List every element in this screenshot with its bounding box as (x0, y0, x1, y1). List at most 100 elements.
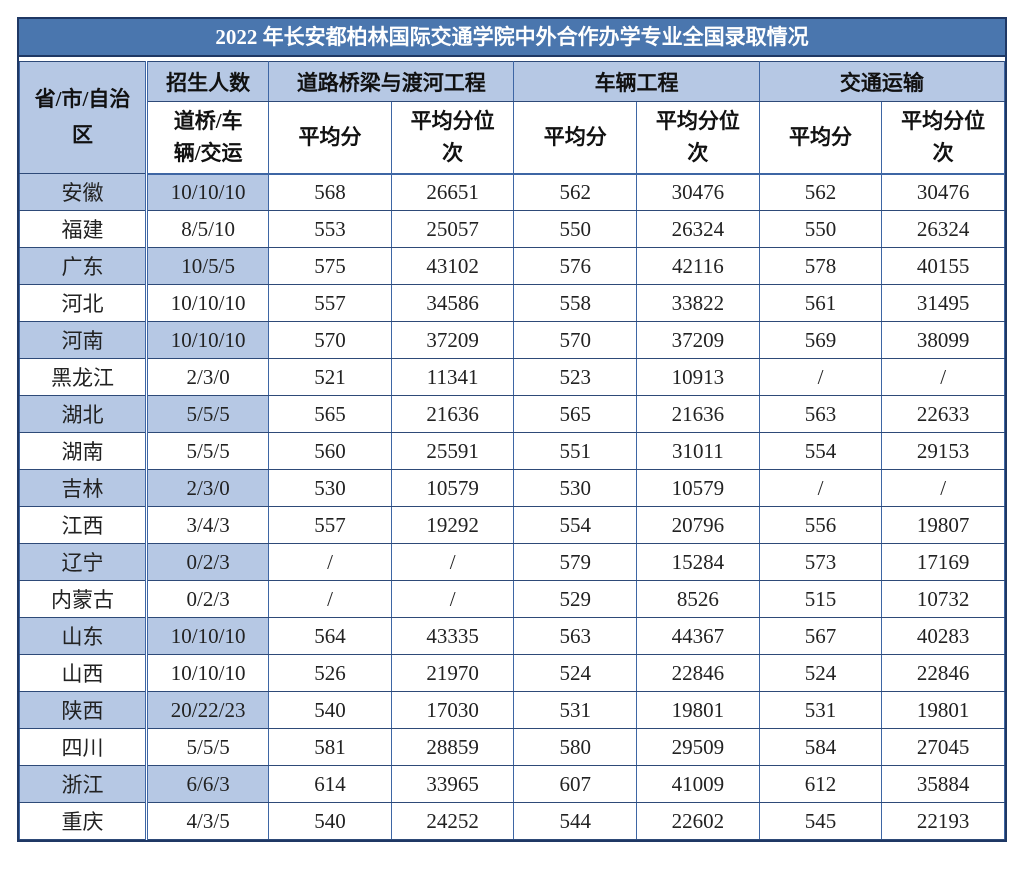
cell-value: 29509 (636, 728, 760, 766)
cell-value: 531 (513, 691, 638, 729)
cell-value: 554 (513, 506, 638, 544)
header-program-vehicle-engineering: 车辆工程 (513, 61, 760, 102)
cell-value: 17030 (390, 691, 515, 729)
cell-province: 江西 (18, 506, 148, 544)
header-avg-score-road-bridge: 平均分 (268, 101, 392, 175)
cell-value: 10579 (390, 469, 515, 507)
cell-value: 19292 (390, 506, 515, 544)
cell-value: 24252 (390, 802, 515, 840)
cell-value: 550 (513, 210, 638, 248)
cell-value: 581 (268, 728, 392, 766)
cell-enrollment: 2/3/0 (145, 469, 270, 507)
cell-value: 29153 (881, 432, 1005, 470)
cell-value: 612 (758, 765, 883, 803)
header-row-metrics: 道桥/车辆/交运 平均分 平均分位次 平均分 平均分位次 平均分 平均分位次 (20, 101, 1005, 175)
cell-value: 557 (268, 506, 392, 544)
table-row: 河南 10/10/10 570 37209 570 37209 569 38099 (18, 321, 1005, 359)
cell-value: 19807 (881, 506, 1005, 544)
cell-value: 540 (268, 802, 392, 840)
cell-value: 22633 (881, 395, 1005, 433)
cell-province: 山东 (18, 617, 148, 655)
table-row: 安徽 10/10/10 568 26651 562 30476 562 30476 (18, 173, 1005, 211)
table-row: 湖北 5/5/5 565 21636 565 21636 563 22633 (18, 395, 1005, 433)
cell-value: 21970 (390, 654, 515, 692)
cell-value: 551 (513, 432, 638, 470)
header-avg-score-transport: 平均分 (758, 101, 883, 175)
cell-value: 573 (758, 543, 883, 581)
header-enrollment-detail: 道桥/车辆/交运 (145, 101, 270, 175)
cell-value: 22846 (881, 654, 1005, 692)
cell-value: 25057 (390, 210, 515, 248)
cell-enrollment: 0/2/3 (145, 543, 270, 581)
cell-value: 614 (268, 765, 392, 803)
header-enrollment: 招生人数 (145, 61, 270, 102)
table-header: 省/市/自治区 招生人数 道路桥梁与渡河工程 车辆工程 交通运输 道桥/车辆/交… (18, 61, 1006, 175)
cell-value: 26324 (636, 210, 760, 248)
cell-value: 26651 (390, 173, 515, 211)
cell-value: 523 (513, 358, 638, 396)
table-row: 江西 3/4/3 557 19292 554 20796 556 19807 (18, 506, 1005, 544)
table-row: 浙江 6/6/3 614 33965 607 41009 612 35884 (18, 765, 1005, 803)
cell-value: 556 (758, 506, 883, 544)
title-separator (19, 57, 1005, 61)
cell-value: 531 (758, 691, 883, 729)
cell-value: / (268, 543, 392, 581)
cell-value: 22846 (636, 654, 760, 692)
cell-value: 25591 (390, 432, 515, 470)
cell-province: 安徽 (18, 173, 148, 211)
header-avg-score-vehicle: 平均分 (513, 101, 638, 175)
cell-province: 内蒙古 (18, 580, 148, 618)
table-row: 辽宁 0/2/3//579 15284 573 17169 (18, 543, 1005, 581)
cell-value: 529 (513, 580, 638, 618)
cell-value: / (758, 469, 883, 507)
cell-value: 42116 (636, 247, 760, 285)
table-body: 安徽 10/10/10 568 26651 562 30476 562 30476 福建 8/5/… (18, 173, 1005, 840)
cell-value: 38099 (881, 321, 1005, 359)
cell-value: 558 (513, 284, 638, 322)
cell-value: 554 (758, 432, 883, 470)
cell-value: 21636 (636, 395, 760, 433)
header-avg-rank-transport: 平均分位次 (881, 101, 1005, 175)
cell-value: 569 (758, 321, 883, 359)
table-row: 内蒙古 0/2/3//529 8526 515 10732 (18, 580, 1005, 618)
header-avg-rank-vehicle: 平均分位次 (636, 101, 760, 175)
page: 2022 年长安都柏林国际交通学院中外合作办学专业全国录取情况 省/市/自治区 … (0, 17, 1024, 842)
cell-province: 黑龙江 (18, 358, 148, 396)
cell-province: 重庆 (18, 802, 148, 840)
cell-value: 10579 (636, 469, 760, 507)
cell-province: 湖南 (18, 432, 148, 470)
cell-value: 21636 (390, 395, 515, 433)
admissions-table-frame: 2022 年长安都柏林国际交通学院中外合作办学专业全国录取情况 省/市/自治区 … (17, 17, 1007, 842)
table-row: 山西 10/10/10 526 21970 524 22846 524 22846 (18, 654, 1005, 692)
cell-value: 31011 (636, 432, 760, 470)
cell-value: 576 (513, 247, 638, 285)
cell-enrollment: 2/3/0 (145, 358, 270, 396)
cell-value: 563 (513, 617, 638, 655)
cell-value: 31495 (881, 284, 1005, 322)
table-row: 黑龙江 2/3/0 521 11341 523 10913// (18, 358, 1005, 396)
cell-value: 44367 (636, 617, 760, 655)
cell-province: 湖北 (18, 395, 148, 433)
cell-province: 福建 (18, 210, 148, 248)
cell-province: 山西 (18, 654, 148, 692)
cell-value: / (390, 543, 515, 581)
cell-value: 561 (758, 284, 883, 322)
header-program-road-bridge: 道路桥梁与渡河工程 (268, 61, 515, 102)
cell-enrollment: 10/10/10 (145, 321, 270, 359)
cell-enrollment: 8/5/10 (145, 210, 270, 248)
cell-value: 562 (513, 173, 638, 211)
cell-value: / (881, 469, 1005, 507)
cell-value: 22602 (636, 802, 760, 840)
cell-value: 570 (513, 321, 638, 359)
cell-value: 568 (268, 173, 392, 211)
cell-province: 四川 (18, 728, 148, 766)
table-row: 重庆 4/3/5 540 24252 544 22602 545 22193 (18, 802, 1005, 840)
cell-value: 27045 (881, 728, 1005, 766)
table-title: 2022 年长安都柏林国际交通学院中外合作办学专业全国录取情况 (19, 19, 1005, 57)
cell-value: 553 (268, 210, 392, 248)
table-row: 河北 10/10/10 557 34586 558 33822 561 31495 (18, 284, 1005, 322)
cell-value: 30476 (636, 173, 760, 211)
cell-value: 557 (268, 284, 392, 322)
cell-enrollment: 10/10/10 (145, 654, 270, 692)
cell-province: 河南 (18, 321, 148, 359)
